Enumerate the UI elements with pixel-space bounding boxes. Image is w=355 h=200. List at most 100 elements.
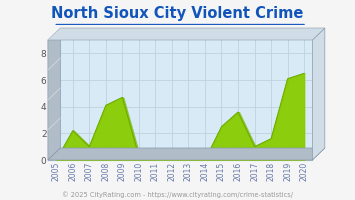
Polygon shape [213, 143, 215, 144]
Polygon shape [249, 135, 251, 136]
Polygon shape [125, 107, 127, 108]
Polygon shape [285, 88, 287, 89]
Polygon shape [282, 97, 285, 98]
Polygon shape [273, 131, 275, 133]
Polygon shape [220, 128, 223, 129]
Polygon shape [57, 158, 59, 159]
Polygon shape [242, 120, 245, 121]
Polygon shape [245, 126, 247, 127]
Polygon shape [137, 151, 140, 152]
Polygon shape [105, 107, 107, 108]
Polygon shape [133, 136, 136, 137]
Polygon shape [285, 85, 288, 86]
Polygon shape [129, 121, 131, 123]
Polygon shape [89, 145, 92, 147]
Polygon shape [100, 119, 103, 120]
Polygon shape [109, 103, 111, 104]
Polygon shape [220, 129, 222, 130]
Polygon shape [287, 79, 290, 80]
Polygon shape [113, 101, 116, 102]
Polygon shape [250, 137, 252, 138]
Polygon shape [211, 147, 213, 148]
Polygon shape [232, 117, 234, 118]
Polygon shape [284, 89, 287, 91]
Polygon shape [129, 120, 131, 121]
Polygon shape [83, 141, 86, 142]
Polygon shape [131, 129, 133, 130]
Polygon shape [94, 133, 97, 134]
Polygon shape [227, 121, 230, 122]
Polygon shape [115, 100, 118, 101]
Polygon shape [281, 101, 283, 103]
Polygon shape [126, 109, 128, 111]
Polygon shape [240, 116, 242, 117]
Polygon shape [274, 127, 276, 128]
Text: © 2025 CityRating.com - https://www.cityrating.com/crime-statistics/: © 2025 CityRating.com - https://www.city… [62, 191, 293, 198]
Polygon shape [271, 137, 273, 139]
Polygon shape [100, 118, 103, 119]
Polygon shape [276, 119, 278, 121]
Polygon shape [277, 115, 280, 116]
Polygon shape [278, 112, 280, 113]
Polygon shape [71, 133, 73, 134]
Polygon shape [240, 117, 243, 118]
Polygon shape [80, 137, 82, 138]
Polygon shape [61, 150, 64, 151]
Polygon shape [218, 132, 221, 133]
Polygon shape [136, 145, 138, 146]
Polygon shape [76, 133, 78, 134]
Polygon shape [120, 98, 122, 99]
Polygon shape [91, 142, 93, 143]
Polygon shape [236, 113, 239, 114]
Polygon shape [134, 139, 136, 140]
Polygon shape [118, 99, 120, 100]
Polygon shape [137, 149, 139, 151]
Polygon shape [279, 107, 282, 109]
Polygon shape [100, 120, 102, 121]
Polygon shape [132, 132, 134, 133]
Polygon shape [60, 152, 63, 153]
Polygon shape [238, 112, 240, 113]
Polygon shape [280, 104, 283, 106]
Polygon shape [96, 129, 98, 130]
Polygon shape [251, 139, 253, 140]
Polygon shape [275, 122, 278, 124]
Polygon shape [214, 140, 217, 141]
Polygon shape [90, 143, 93, 144]
Polygon shape [267, 140, 269, 141]
Polygon shape [278, 110, 281, 112]
Polygon shape [279, 109, 281, 110]
Polygon shape [102, 113, 104, 114]
Polygon shape [215, 138, 218, 139]
Polygon shape [247, 132, 250, 133]
Polygon shape [59, 154, 61, 155]
Polygon shape [131, 127, 133, 129]
Polygon shape [287, 80, 289, 82]
Polygon shape [283, 92, 286, 94]
Polygon shape [219, 130, 222, 131]
Polygon shape [133, 134, 135, 136]
Polygon shape [275, 121, 278, 122]
Polygon shape [95, 132, 97, 133]
Polygon shape [130, 126, 133, 127]
Polygon shape [59, 155, 61, 156]
Polygon shape [85, 142, 87, 143]
Polygon shape [64, 146, 66, 147]
Polygon shape [138, 154, 141, 155]
Polygon shape [207, 154, 210, 155]
Polygon shape [234, 115, 236, 116]
Polygon shape [125, 105, 127, 107]
Polygon shape [250, 136, 252, 137]
Polygon shape [277, 116, 279, 118]
Polygon shape [280, 103, 283, 104]
Polygon shape [58, 156, 60, 157]
Polygon shape [62, 149, 64, 150]
Polygon shape [207, 156, 209, 157]
Polygon shape [252, 141, 255, 142]
Polygon shape [241, 119, 244, 120]
Polygon shape [95, 130, 98, 131]
Polygon shape [132, 133, 135, 134]
Polygon shape [250, 138, 253, 139]
Polygon shape [73, 131, 76, 132]
Polygon shape [280, 106, 282, 107]
